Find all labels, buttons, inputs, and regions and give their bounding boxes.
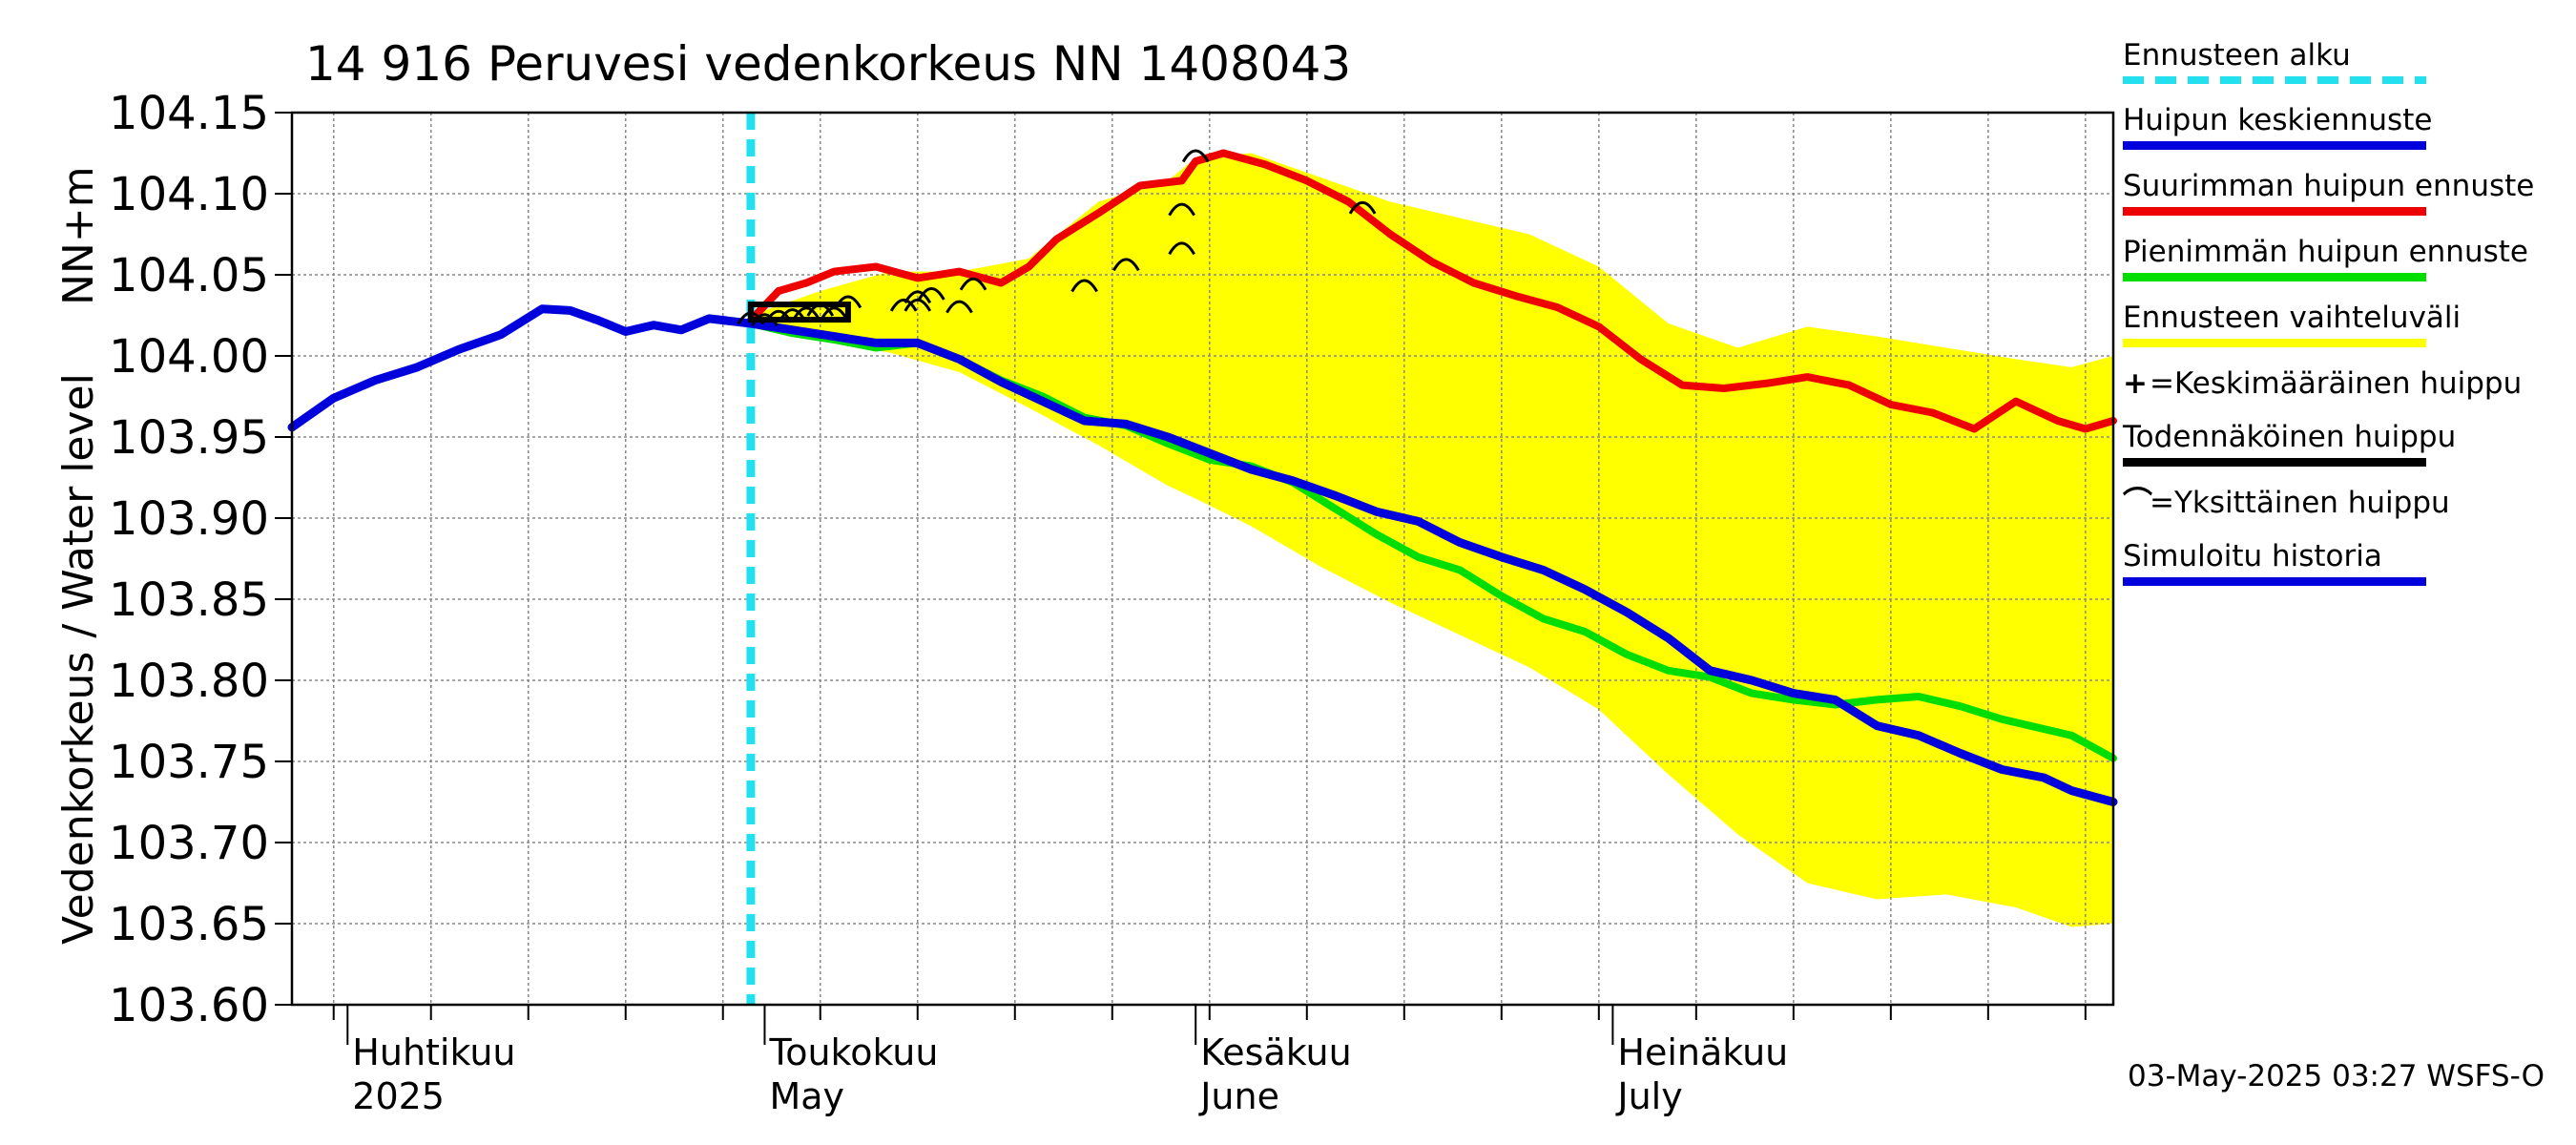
month-label-fi: Heinäkuu bbox=[1617, 1031, 1788, 1073]
legend-label: Huipun keskiennuste bbox=[2123, 103, 2433, 137]
individual-peak-marker bbox=[792, 306, 821, 321]
individual-peak-marker bbox=[779, 308, 806, 322]
legend-label: Todennäköinen huippu bbox=[2123, 420, 2457, 454]
chart-title: 14 916 Peruvesi vedenkorkeus NN 1408043 bbox=[305, 36, 1351, 92]
legend-label: ⌒=Yksittäinen huippu bbox=[2123, 486, 2571, 520]
legend-item: Pienimmän huipun ennuste bbox=[2123, 235, 2571, 281]
individual-peak-marker bbox=[918, 287, 945, 301]
arc-icon: ⌒ bbox=[2123, 486, 2152, 520]
series-huipun-keskiennuste bbox=[746, 319, 2118, 806]
individual-peak-marker bbox=[904, 290, 932, 304]
y-tick-label: 103.75 bbox=[109, 736, 269, 789]
legend-label: Pienimmän huipun ennuste bbox=[2123, 235, 2528, 269]
range-band-layer bbox=[750, 153, 2114, 927]
series-suurimman-huipun-ennuste bbox=[746, 149, 2117, 433]
individual-peak-marker bbox=[834, 295, 862, 309]
legend-item: Ennusteen alku bbox=[2123, 38, 2571, 84]
month-label-fi: Toukokuu bbox=[768, 1031, 938, 1073]
individual-peak-marker bbox=[806, 303, 835, 317]
individual-peak-marker bbox=[1112, 258, 1140, 272]
legend-swatch bbox=[2123, 458, 2426, 467]
individual-peak-marker bbox=[821, 306, 848, 321]
y-tick-label: 104.10 bbox=[109, 168, 269, 221]
y-tick-label: 103.95 bbox=[109, 411, 269, 465]
month-label-en: 2025 bbox=[352, 1075, 445, 1117]
legend-label: Ennusteen vaihteluväli bbox=[2123, 301, 2462, 335]
legend-swatch bbox=[2123, 273, 2426, 281]
y-tick-label: 103.70 bbox=[109, 817, 269, 870]
y-tick-label: 103.90 bbox=[109, 492, 269, 546]
individual-peak-marker bbox=[1070, 279, 1098, 293]
legend-item: Ennusteen vaihteluväli bbox=[2123, 301, 2571, 347]
lines-layer bbox=[287, 113, 2118, 1005]
y-tick-label: 103.65 bbox=[109, 898, 269, 951]
y-tick-label: 103.60 bbox=[109, 979, 269, 1032]
individual-peak-marker bbox=[737, 311, 765, 325]
plot-frame bbox=[290, 111, 2115, 1007]
legend-swatch bbox=[2123, 141, 2426, 150]
legend-item: Huipun keskiennuste bbox=[2123, 103, 2571, 150]
month-label-fi: Kesäkuu bbox=[1200, 1031, 1352, 1073]
y-tick-label: 103.85 bbox=[109, 573, 269, 627]
individual-peak-marker bbox=[904, 298, 932, 312]
month-label-en: June bbox=[1198, 1075, 1279, 1117]
individual-peak-marker bbox=[1168, 241, 1195, 256]
y-tick-label: 104.00 bbox=[109, 330, 269, 384]
legend-item: Suurimman huipun ennuste bbox=[2123, 169, 2571, 216]
legend-swatch bbox=[2123, 76, 2426, 84]
y-tick-label: 104.05 bbox=[109, 249, 269, 302]
legend-item: +=Keskimääräinen huippu bbox=[2123, 366, 2571, 401]
legend-text: =Keskimääräinen huippu bbox=[2150, 366, 2523, 401]
legend: Ennusteen alku Huipun keskiennuste Suurimm… bbox=[2123, 38, 2571, 586]
individual-peak-marker bbox=[889, 298, 918, 312]
legend-swatch bbox=[2123, 577, 2426, 586]
legend-swatch bbox=[2123, 207, 2426, 216]
axes-layer: 104.15 104.10 104.05 104.00 103.95 103.90 103.… bbox=[109, 87, 2115, 1117]
individual-peak-marker bbox=[945, 300, 973, 314]
legend-item: ⌒=Yksittäinen huippu bbox=[2123, 486, 2571, 520]
legend-label: Ennusteen alku bbox=[2123, 38, 2351, 73]
y-axis-label: Vedenkorkeus / Water level bbox=[54, 373, 103, 945]
month-label-fi: Huhtikuu bbox=[352, 1031, 515, 1073]
legend-label: Simuloitu historia bbox=[2123, 539, 2382, 573]
legend-item: Simuloitu historia bbox=[2123, 539, 2571, 586]
legend-label: +=Keskimääräinen huippu bbox=[2123, 366, 2571, 401]
individual-peak-marker bbox=[959, 277, 987, 291]
legend-label: Suurimman huipun ennuste bbox=[2123, 169, 2535, 203]
legend-swatch bbox=[2123, 339, 2426, 347]
series-simuloitu-historia bbox=[287, 304, 756, 432]
legend-text: =Yksittäinen huippu bbox=[2150, 486, 2450, 520]
month-label-en: July bbox=[1615, 1075, 1682, 1117]
individual-peak-marker bbox=[1168, 202, 1195, 217]
month-label-en: May bbox=[769, 1075, 844, 1117]
timestamp-footer: 03-May-2025 03:27 WSFS-O bbox=[2128, 1059, 2545, 1093]
individual-peak-marker bbox=[1348, 200, 1377, 215]
plus-icon: + bbox=[2123, 366, 2148, 401]
individual-peak-marker bbox=[764, 309, 793, 323]
y-axis-unit-label: NN+m bbox=[54, 166, 103, 305]
range-band-area bbox=[750, 153, 2114, 927]
y-tick-label: 103.80 bbox=[109, 655, 269, 708]
y-tick-label: 104.15 bbox=[109, 87, 269, 140]
individual-peak-marker bbox=[751, 313, 779, 326]
individual-peak-marker bbox=[1181, 149, 1210, 163]
legend-item: Todennäköinen huippu bbox=[2123, 420, 2571, 467]
